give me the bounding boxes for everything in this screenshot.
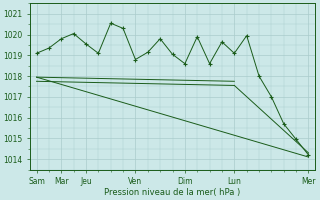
X-axis label: Pression niveau de la mer( hPa ): Pression niveau de la mer( hPa ) [104, 188, 241, 197]
